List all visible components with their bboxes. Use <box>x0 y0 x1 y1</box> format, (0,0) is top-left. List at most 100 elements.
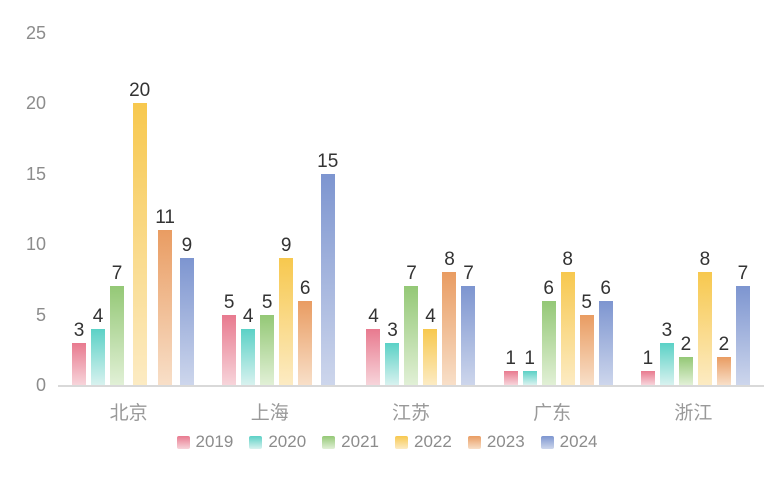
bar-value-label: 20 <box>129 80 151 101</box>
bar <box>222 315 237 385</box>
bar-cell: 1 <box>522 348 537 385</box>
bar <box>298 301 313 385</box>
y-tick-label: 15 <box>25 163 46 184</box>
bar-value-label: 11 <box>155 207 175 228</box>
bar-cell: 11 <box>155 207 175 385</box>
bar-value-label: 5 <box>261 292 273 313</box>
bar <box>260 315 275 385</box>
bar-cell: 2 <box>678 334 693 385</box>
y-tick-label: 0 <box>35 375 46 395</box>
legend-label: 2022 <box>414 432 452 451</box>
bar <box>640 371 655 385</box>
bar <box>659 343 674 385</box>
bar-value-label: 9 <box>181 235 193 256</box>
bar <box>461 286 476 385</box>
bar-value-label: 3 <box>661 320 673 341</box>
bar <box>72 343 87 385</box>
legend-item-2021[interactable]: 2021 <box>322 432 379 452</box>
legend-item-2024[interactable]: 2024 <box>540 432 598 452</box>
bar <box>579 315 594 385</box>
bar <box>541 301 556 385</box>
bar <box>91 329 106 385</box>
bar <box>241 329 256 385</box>
bar <box>179 258 194 385</box>
legend-swatch <box>176 435 190 449</box>
bar <box>385 343 400 385</box>
y-tick-label: 10 <box>25 234 46 255</box>
bar-cell: 6 <box>598 278 613 385</box>
bar <box>132 103 147 385</box>
legend-swatch <box>540 435 554 449</box>
plot-area: 3 4 7 20 11 9 5 4 5 9 6 15 4 3 7 4 8 7 1 1 6 8 5 6 1 3 2 8 2 7 <box>58 33 764 385</box>
bar <box>697 272 712 385</box>
bar-value-label: 4 <box>425 306 436 327</box>
y-axis: 0 5 10 15 20 25 <box>0 0 46 480</box>
bar-value-label: 7 <box>111 263 123 284</box>
bar-value-label: 6 <box>600 278 611 299</box>
bar-value-label: 4 <box>242 306 254 327</box>
bar-cell: 8 <box>442 249 457 385</box>
legend-swatch <box>467 435 481 449</box>
bar-cell: 1 <box>503 348 518 385</box>
bar-value-label: 7 <box>737 263 749 284</box>
bar-cell: 6 <box>298 278 313 385</box>
y-tick-label: 20 <box>25 93 46 114</box>
legend-label: 2024 <box>559 432 598 451</box>
legend-label: 2023 <box>486 432 525 451</box>
bar-cell: 7 <box>735 263 750 385</box>
bar-value-label: 3 <box>73 320 85 341</box>
bar-cell: 3 <box>385 320 400 385</box>
bar <box>442 272 457 385</box>
bar-cell: 7 <box>404 263 419 385</box>
bar <box>678 357 693 385</box>
bar-cell: 7 <box>461 263 476 385</box>
bar <box>279 258 294 385</box>
category-label: 上海 <box>250 403 289 424</box>
bar <box>503 371 518 385</box>
legend-item-2019[interactable]: 2019 <box>176 432 234 452</box>
bar-value-label: 7 <box>406 263 417 284</box>
legend-swatch <box>322 435 336 449</box>
bar-cell: 20 <box>129 80 150 385</box>
bar-value-label: 7 <box>463 263 474 284</box>
bar-value-label: 1 <box>505 348 516 369</box>
bar <box>716 357 731 385</box>
legend-item-2023[interactable]: 2023 <box>467 432 525 452</box>
bar <box>735 286 750 385</box>
bar-value-label: 3 <box>387 320 398 341</box>
bar-value-label: 5 <box>581 292 592 313</box>
category-label: 江苏 <box>391 403 430 424</box>
bar-value-label: 8 <box>444 249 455 270</box>
x-axis-baseline <box>58 385 764 387</box>
bar-cell: 8 <box>560 249 575 385</box>
legend-swatch <box>249 435 263 449</box>
bar-value-label: 6 <box>299 278 311 299</box>
x-axis-labels: 北京 上海 江苏 广东 浙江 <box>58 398 764 425</box>
legend: 2019 2020 2021 2022 2023 2024 <box>0 432 774 452</box>
bar-value-label: 2 <box>718 334 730 355</box>
bar-group: 5 4 5 9 6 15 <box>222 151 338 385</box>
bar-value-label: 4 <box>92 306 104 327</box>
legend-item-2020[interactable]: 2020 <box>249 432 306 452</box>
bar-cell: 1 <box>640 348 655 385</box>
category-label: 广东 <box>533 403 572 424</box>
category-label: 北京 <box>109 403 148 424</box>
legend-label: 2019 <box>195 432 234 451</box>
bar-value-label: 8 <box>562 249 573 270</box>
bar <box>110 286 125 385</box>
bar-value-label: 15 <box>317 151 339 172</box>
legend-label: 2020 <box>268 432 307 451</box>
bar-cell: 5 <box>579 292 594 385</box>
bar-cell: 7 <box>110 263 125 385</box>
bar-value-label: 4 <box>368 306 379 327</box>
bar-group: 3 4 7 20 11 9 <box>72 80 194 385</box>
legend-item-2022[interactable]: 2022 <box>395 432 452 452</box>
bar-value-label: 9 <box>280 235 292 256</box>
legend-label: 2021 <box>341 432 379 451</box>
bar-value-label: 2 <box>680 334 692 355</box>
bar-cell: 5 <box>222 292 237 385</box>
